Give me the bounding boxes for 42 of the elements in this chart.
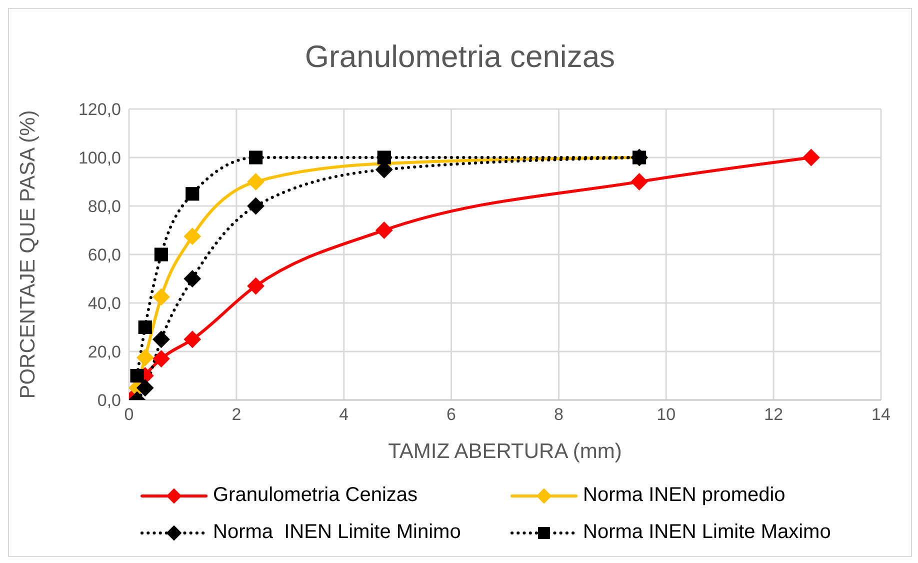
y-tick-label: 100,0 (78, 148, 121, 168)
legend-label: Norma INEN promedio (583, 484, 786, 507)
legend-label: Granulometria Cenizas (213, 484, 418, 507)
x-tick-label: 0 (124, 405, 134, 424)
point (802, 149, 820, 166)
point (152, 288, 170, 306)
point (184, 270, 201, 288)
x-tick-label: 14 (872, 405, 890, 424)
legend-label: Norma INEN Limite Minimo (213, 521, 461, 544)
x-tick-label: 10 (656, 405, 676, 424)
y-tick-label: 60,0 (88, 246, 121, 265)
y-tick-label: 20,0 (88, 342, 121, 362)
y-axis-title: PORCENTAJE QUE PASA (%) (16, 110, 40, 399)
x-tick-label: 4 (339, 405, 349, 424)
point (377, 150, 391, 164)
point (138, 320, 152, 334)
point (247, 173, 264, 190)
point (154, 248, 168, 262)
point (247, 278, 264, 295)
y-tick-label: 40,0 (88, 294, 121, 314)
point (136, 349, 154, 366)
point (152, 350, 170, 368)
y-tick-label: 0,0 (97, 391, 121, 410)
point (247, 198, 264, 214)
point (248, 150, 263, 164)
y-tick-label: 120,0 (78, 100, 121, 120)
point (184, 330, 201, 348)
point (376, 222, 393, 239)
legend-label: Norma INEN Limite Maximo (583, 521, 831, 544)
point (186, 187, 200, 201)
x-axis-title: TAMIZ ABERTURA (mm) (388, 440, 622, 463)
x-tick-label: 6 (446, 405, 456, 424)
point (630, 173, 648, 190)
point (136, 379, 154, 396)
point (152, 330, 170, 348)
x-tick-label: 8 (554, 405, 564, 424)
point (130, 368, 144, 383)
y-tick-label: 80,0 (88, 197, 121, 216)
point (184, 228, 201, 245)
chart-title: Granulometria cenizas (304, 39, 616, 75)
x-tick-label: 12 (764, 405, 784, 424)
x-tick-label: 2 (232, 405, 242, 424)
